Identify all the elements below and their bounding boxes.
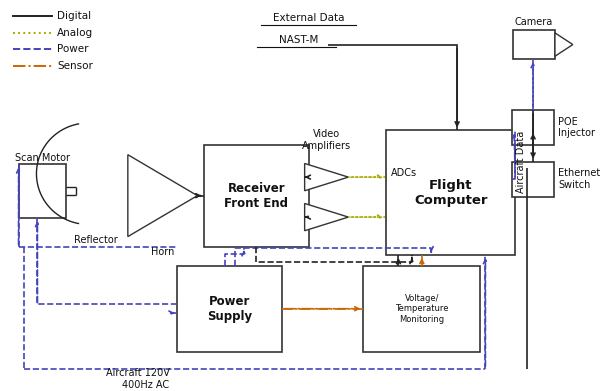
Bar: [512, 161, 554, 197]
Text: Voltage/
Temperature
Monitoring: Voltage/ Temperature Monitoring: [395, 294, 449, 324]
Text: NAST-M: NAST-M: [279, 35, 318, 45]
Text: POE
Injector: POE Injector: [558, 117, 595, 138]
Text: Flight
Computer: Flight Computer: [414, 179, 487, 207]
Text: Analog: Analog: [58, 28, 94, 38]
Text: Receiver
Front End: Receiver Front End: [225, 182, 288, 210]
Text: Reflector: Reflector: [74, 235, 118, 245]
Text: Aircraft 120V
400Hz AC: Aircraft 120V 400Hz AC: [106, 368, 170, 390]
Text: Camera: Camera: [515, 17, 553, 27]
Text: Horn: Horn: [151, 247, 174, 257]
Polygon shape: [128, 155, 197, 237]
Text: Aircraft Data: Aircraft Data: [516, 131, 526, 193]
Text: ADCs: ADCs: [391, 168, 417, 178]
Text: Ethernet
Switch: Ethernet Switch: [558, 168, 600, 190]
Polygon shape: [305, 203, 348, 231]
Text: Sensor: Sensor: [58, 61, 93, 71]
Text: Digital: Digital: [58, 11, 91, 21]
Text: External Data: External Data: [273, 13, 345, 23]
Polygon shape: [555, 33, 573, 56]
Polygon shape: [305, 163, 348, 191]
Bar: [177, 266, 282, 352]
Text: Video
Amplifiers: Video Amplifiers: [302, 129, 351, 151]
Text: Power: Power: [58, 45, 89, 54]
Bar: [204, 145, 308, 247]
Text: Scan Motor: Scan Motor: [15, 152, 70, 163]
Bar: [18, 165, 66, 218]
Bar: [512, 110, 554, 145]
Bar: [513, 30, 555, 59]
Bar: [386, 130, 515, 255]
Bar: [364, 266, 480, 352]
Text: Power
Supply: Power Supply: [207, 295, 252, 323]
